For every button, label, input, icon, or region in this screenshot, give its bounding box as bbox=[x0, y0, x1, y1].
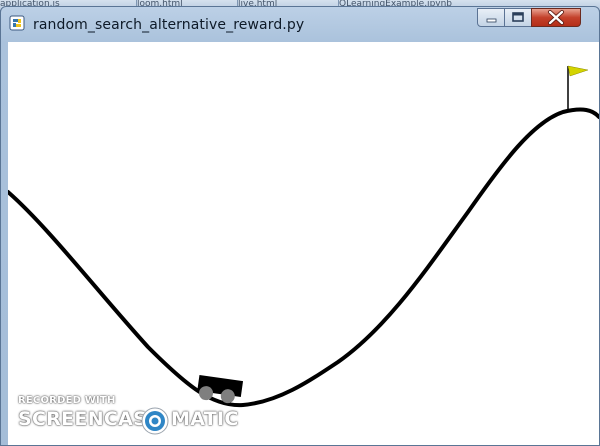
watermark-screencast: SCREENCAST bbox=[18, 408, 161, 430]
maximize-button[interactable] bbox=[504, 8, 532, 27]
game-canvas[interactable]: RECORDED WITH SCREENCAST MATIC bbox=[8, 42, 599, 445]
background-tab-strip: application.js loom.html live.html QLear… bbox=[0, 0, 600, 10]
maximize-icon bbox=[512, 12, 524, 22]
screencast-o-matic-logo bbox=[141, 407, 169, 435]
mountain-track bbox=[8, 107, 599, 408]
background-tab[interactable]: live.html bbox=[238, 0, 339, 10]
app-window: random_search_alternative_reward.py bbox=[0, 6, 600, 446]
car-wheel-right bbox=[220, 389, 235, 404]
window-title: random_search_alternative_reward.py bbox=[33, 17, 305, 33]
background-tab-label: QLearningExample.ipynb bbox=[339, 0, 453, 9]
goal-flag bbox=[567, 65, 589, 112]
background-tab-label: loom.html bbox=[137, 0, 183, 9]
background-tab[interactable]: QLearningExample.ipynb bbox=[339, 0, 600, 10]
close-icon bbox=[548, 10, 564, 25]
watermark-matic: MATIC bbox=[171, 408, 239, 430]
car bbox=[197, 375, 244, 404]
watermark-recorded-with: RECORDED WITH bbox=[18, 395, 116, 406]
minimize-button[interactable] bbox=[477, 8, 505, 27]
background-tab[interactable]: loom.html bbox=[137, 0, 238, 10]
screencast-watermark: RECORDED WITH SCREENCAST MATIC bbox=[16, 395, 256, 445]
background-tab[interactable]: application.js bbox=[0, 0, 137, 10]
close-button[interactable] bbox=[531, 8, 581, 27]
title-bar[interactable]: random_search_alternative_reward.py bbox=[1, 7, 599, 41]
minimize-icon bbox=[486, 18, 497, 23]
mountain-car-scene bbox=[8, 65, 599, 408]
python-icon bbox=[9, 15, 25, 31]
car-wheel-left bbox=[199, 386, 214, 401]
background-tab-label: application.js bbox=[0, 0, 60, 9]
background-tab-label: live.html bbox=[238, 0, 278, 9]
